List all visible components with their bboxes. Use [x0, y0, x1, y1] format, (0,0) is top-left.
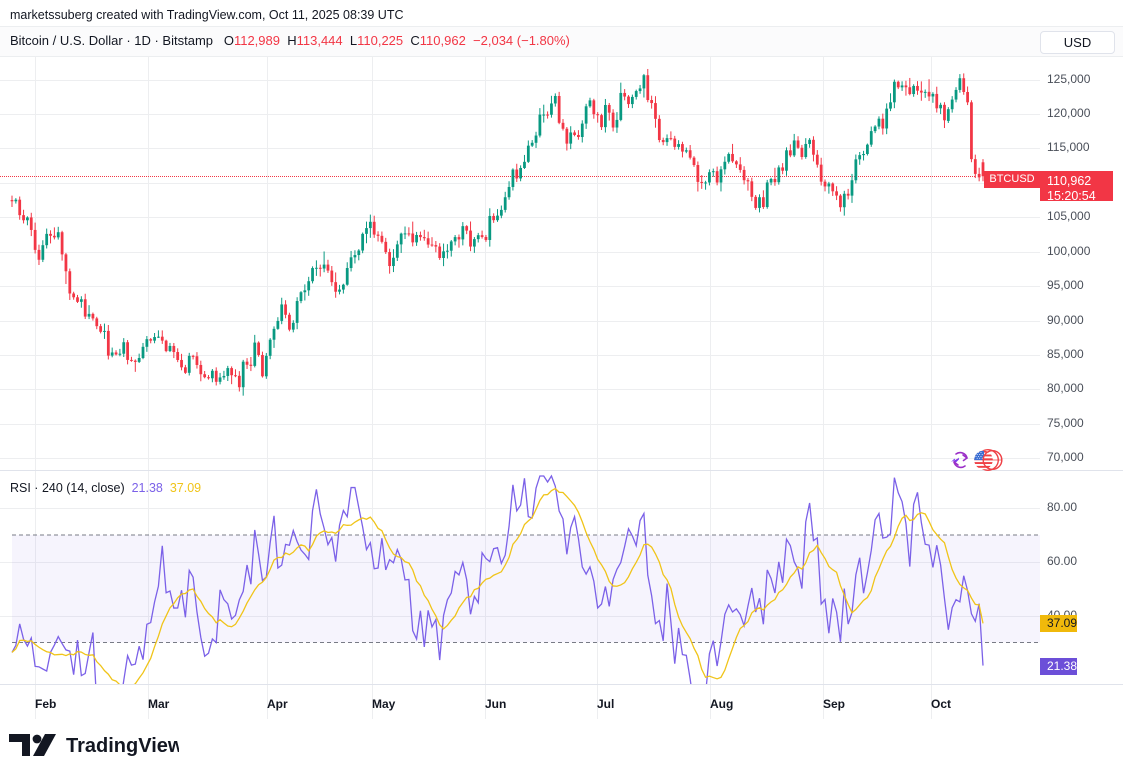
svg-text:TradingView: TradingView	[66, 735, 179, 756]
